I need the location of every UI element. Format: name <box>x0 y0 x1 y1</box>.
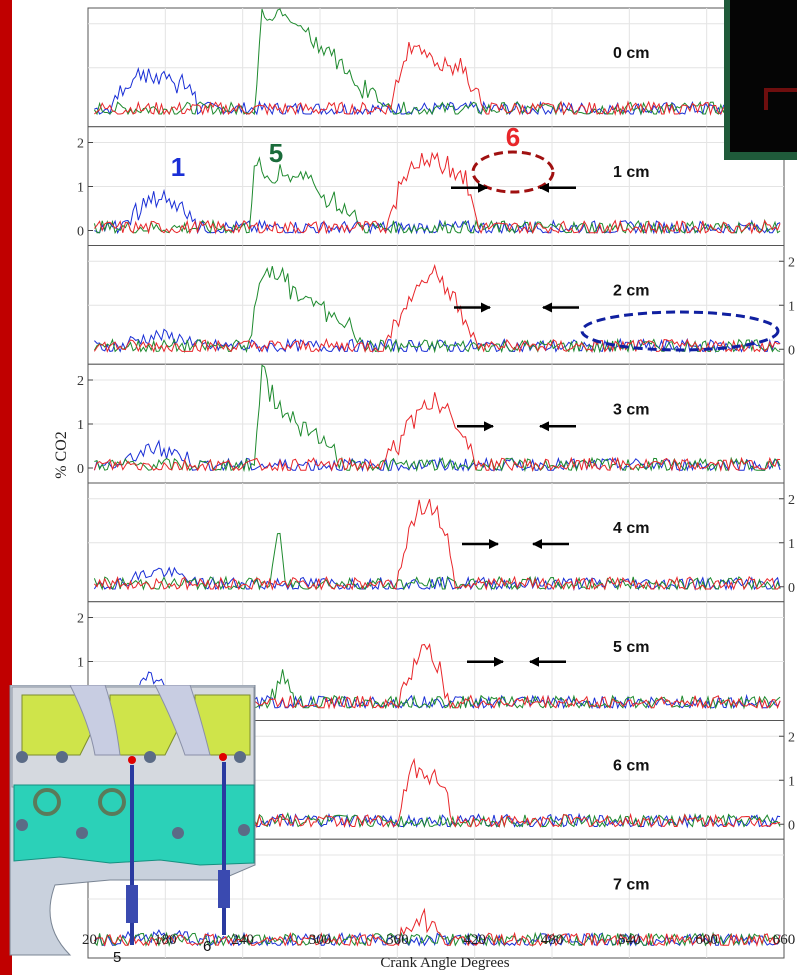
cyl6-trace-4 <box>94 499 781 591</box>
y-tick-label: 0 <box>788 818 795 833</box>
port-6-label: 6 <box>203 938 212 955</box>
panel-label: 4 cm <box>613 520 649 537</box>
y-tick-label: 0 <box>788 581 795 596</box>
x-tick-label: 180 <box>154 932 177 948</box>
y-tick-label: 2 <box>788 730 795 745</box>
cyl5-trace-4 <box>93 532 781 591</box>
y-tick-label: 1 <box>788 299 795 314</box>
y-tick-label: 1 <box>77 418 84 433</box>
panel-label: 5 cm <box>613 639 649 656</box>
y-axis-label: % CO2 <box>53 431 70 479</box>
cyl5-trace-2 <box>93 265 781 354</box>
x-tick-label: 360 <box>386 932 409 948</box>
chart-panels: 0 cm 0 1 2 1 cm 0 1 2 2 cm 0 1 2 3 cm 0 1 2 4 cm 0 1 2 5 cm 0… <box>77 7 795 959</box>
cyl6-trace-2 <box>93 263 781 354</box>
y-tick-label: 2 <box>788 493 795 508</box>
y-tick-label: 2 <box>77 612 84 627</box>
panel-label: 3 cm <box>613 401 649 418</box>
cylinder-6-label: 6 <box>506 122 520 152</box>
panel-3: 0 1 2 3 cm <box>77 363 785 484</box>
y-tick-label: 0 <box>77 225 84 240</box>
y-tick-label: 1 <box>788 537 795 552</box>
cyl6-peak-highlight <box>471 150 555 194</box>
port-5-label: 5 <box>113 949 122 966</box>
y-tick-label: 2 <box>788 255 795 270</box>
y-tick-label: 2 <box>77 374 84 389</box>
flame-thumbnail <box>724 0 797 160</box>
x-axis: 20 180 240 300 360 420 480 540 600 660 <box>82 932 795 948</box>
x-tick-label: 20 <box>82 932 97 948</box>
cyl5-trace-7 <box>94 931 781 948</box>
x-tick-label: 420 <box>463 932 486 948</box>
panel-1: 0 1 2 1 cm <box>77 126 785 246</box>
y-tick-label: 0 <box>77 462 84 477</box>
panel-label: 6 cm <box>613 758 649 775</box>
y-tick-label: 1 <box>77 656 84 671</box>
x-tick-label: 300 <box>309 932 332 948</box>
panel-label: 0 cm <box>613 45 649 62</box>
panel-2: 0 1 2 2 cm <box>87 245 795 365</box>
panel-label: 1 cm <box>613 164 649 181</box>
highlight-ellipses <box>471 150 780 352</box>
panel-4: 0 1 2 4 cm <box>87 482 795 603</box>
panel-label: 7 cm <box>613 876 649 893</box>
cylinder-5-label: 5 <box>269 138 283 168</box>
y-tick-label: 1 <box>77 181 84 196</box>
x-tick-label: 540 <box>618 932 641 948</box>
cyl6-trace-7 <box>94 907 781 947</box>
y-tick-label: 2 <box>77 137 84 152</box>
panel-0: 0 cm <box>87 7 785 128</box>
x-tick-label: 240 <box>231 932 254 948</box>
cyl1-trace-0 <box>94 66 781 116</box>
cylinder-labels: 1 5 6 <box>171 122 520 182</box>
cyl6-trace-0 <box>94 41 781 116</box>
x-tick-label: 600 <box>695 932 718 948</box>
x-tick-label: 480 <box>541 932 564 948</box>
cyl1-baseline-highlight <box>580 310 780 352</box>
cyl6-trace-1 <box>94 151 781 235</box>
engine-head-inset: 5 6 <box>0 684 258 975</box>
x-axis-label: Crank Angle Degrees <box>380 955 509 971</box>
cyl6-trace-3 <box>93 392 781 473</box>
x-tick-label: 660 <box>773 932 796 948</box>
y-tick-label: 0 <box>788 343 795 358</box>
pulse-width-arrows <box>451 182 579 667</box>
y-tick-label: 1 <box>788 774 795 789</box>
cylinder-1-label: 1 <box>171 152 185 182</box>
left-accent-bar <box>0 0 12 975</box>
panel-label: 2 cm <box>613 283 649 300</box>
